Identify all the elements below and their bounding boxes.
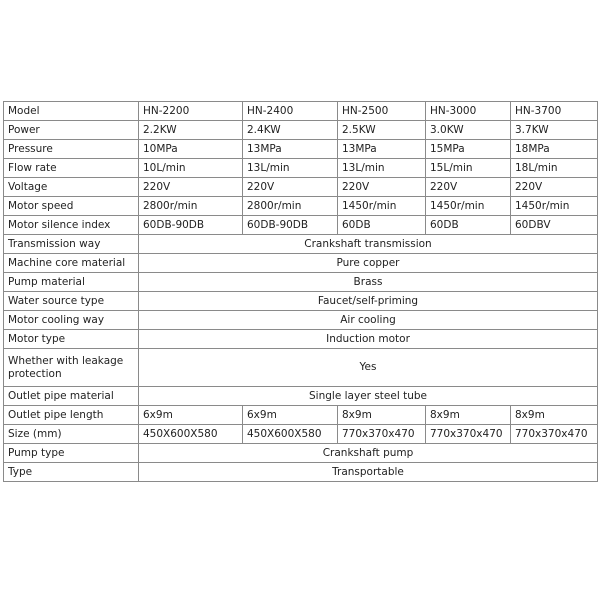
value-cell: 13MPa (337, 139, 426, 159)
merged-value-cell: Induction motor (138, 329, 598, 349)
value-cell: 450X600X580 (242, 424, 338, 444)
value-cell: 220V (138, 177, 243, 197)
value-cell: 1450r/min (337, 196, 426, 216)
row-label: Whether with leakage protection (3, 348, 139, 387)
value-cell: HN-2400 (242, 101, 338, 121)
merged-value-cell: Brass (138, 272, 598, 292)
value-cell: 1450r/min (425, 196, 511, 216)
value-cell: 13MPa (242, 139, 338, 159)
value-cell: HN-2200 (138, 101, 243, 121)
value-cell: 6x9m (138, 405, 243, 425)
value-cell: 18L/min (510, 158, 598, 178)
table-row: Motor cooling way Air cooling (3, 310, 598, 330)
table-row: Pump material Brass (3, 272, 598, 292)
value-cell: 18MPa (510, 139, 598, 159)
row-label: Pump type (3, 443, 139, 463)
table-row: Flow rate 10L/min 13L/min 13L/min 15L/min 18L… (3, 158, 598, 178)
row-label: Water source type (3, 291, 139, 311)
value-cell: HN-3000 (425, 101, 511, 121)
merged-value-cell: Crankshaft pump (138, 443, 598, 463)
row-label: Motor silence index (3, 215, 139, 235)
value-cell: 8x9m (425, 405, 511, 425)
value-cell: 220V (337, 177, 426, 197)
row-label: Power (3, 120, 139, 140)
row-label: Transmission way (3, 234, 139, 254)
value-cell: 220V (510, 177, 598, 197)
value-cell: 770x370x470 (337, 424, 426, 444)
table-row: Pressure 10MPa 13MPa 13MPa 15MPa 18MPa (3, 139, 598, 159)
merged-value-cell: Yes (138, 348, 598, 387)
row-label: Pump material (3, 272, 139, 292)
merged-value-cell: Single layer steel tube (138, 386, 598, 406)
row-label: Flow rate (3, 158, 139, 178)
merged-value-cell: Air cooling (138, 310, 598, 330)
table-row: Motor speed 2800r/min 2800r/min 1450r/min 14… (3, 196, 598, 216)
value-cell: 2800r/min (242, 196, 338, 216)
value-cell: 2800r/min (138, 196, 243, 216)
value-cell: 60DB (337, 215, 426, 235)
value-cell: 60DB-90DB (242, 215, 338, 235)
row-label: Machine core material (3, 253, 139, 273)
merged-value-cell: Transportable (138, 462, 598, 482)
merged-value-cell: Faucet/self-priming (138, 291, 598, 311)
row-label: Voltage (3, 177, 139, 197)
value-cell: HN-3700 (510, 101, 598, 121)
table-row: Whether with leakage protection Yes (3, 348, 598, 387)
row-label: Pressure (3, 139, 139, 159)
value-cell: 13L/min (242, 158, 338, 178)
table-row: Type Transportable (3, 462, 598, 482)
merged-value-cell: Crankshaft transmission (138, 234, 598, 254)
value-cell: 15MPa (425, 139, 511, 159)
value-cell: 2.2KW (138, 120, 243, 140)
spec-table: Model HN-2200 HN-2400 HN-2500 HN-3000 HN-3700… (3, 101, 598, 482)
table-row: Water source type Faucet/self-priming (3, 291, 598, 311)
row-label: Motor type (3, 329, 139, 349)
row-label: Type (3, 462, 139, 482)
row-label: Motor speed (3, 196, 139, 216)
table-row: Size (mm) 450X600X580 450X600X580 770x370x4… (3, 424, 598, 444)
row-label: Outlet pipe material (3, 386, 139, 406)
table-row: Outlet pipe material Single layer steel t… (3, 386, 598, 406)
value-cell: 15L/min (425, 158, 511, 178)
value-cell: 10L/min (138, 158, 243, 178)
value-cell: 1450r/min (510, 196, 598, 216)
row-label: Model (3, 101, 139, 121)
value-cell: 60DB-90DB (138, 215, 243, 235)
row-label: Outlet pipe length (3, 405, 139, 425)
value-cell: 450X600X580 (138, 424, 243, 444)
spec-table-body: Model HN-2200 HN-2400 HN-2500 HN-3000 HN-3700… (3, 101, 598, 482)
value-cell: 2.5KW (337, 120, 426, 140)
value-cell: 6x9m (242, 405, 338, 425)
table-row: Transmission way Crankshaft transmission (3, 234, 598, 254)
row-label: Motor cooling way (3, 310, 139, 330)
value-cell: 3.7KW (510, 120, 598, 140)
value-cell: 3.0KW (425, 120, 511, 140)
value-cell: 13L/min (337, 158, 426, 178)
value-cell: 60DBV (510, 215, 598, 235)
value-cell: 60DB (425, 215, 511, 235)
row-label: Size (mm) (3, 424, 139, 444)
table-row: Machine core material Pure copper (3, 253, 598, 273)
merged-value-cell: Pure copper (138, 253, 598, 273)
value-cell: 2.4KW (242, 120, 338, 140)
value-cell: HN-2500 (337, 101, 426, 121)
value-cell: 8x9m (337, 405, 426, 425)
table-row: Power 2.2KW 2.4KW 2.5KW 3.0KW 3.7KW (3, 120, 598, 140)
table-row: Outlet pipe length 6x9m 6x9m 8x9m 8x9m 8x9m (3, 405, 598, 425)
value-cell: 220V (425, 177, 511, 197)
value-cell: 8x9m (510, 405, 598, 425)
value-cell: 770x370x470 (510, 424, 598, 444)
table-row: Model HN-2200 HN-2400 HN-2500 HN-3000 HN-3700 (3, 101, 598, 121)
value-cell: 10MPa (138, 139, 243, 159)
value-cell: 770x370x470 (425, 424, 511, 444)
table-row: Motor type Induction motor (3, 329, 598, 349)
value-cell: 220V (242, 177, 338, 197)
table-row: Motor silence index 60DB-90DB 60DB-90DB 60D… (3, 215, 598, 235)
table-row: Voltage 220V 220V 220V 220V 220V (3, 177, 598, 197)
table-row: Pump type Crankshaft pump (3, 443, 598, 463)
